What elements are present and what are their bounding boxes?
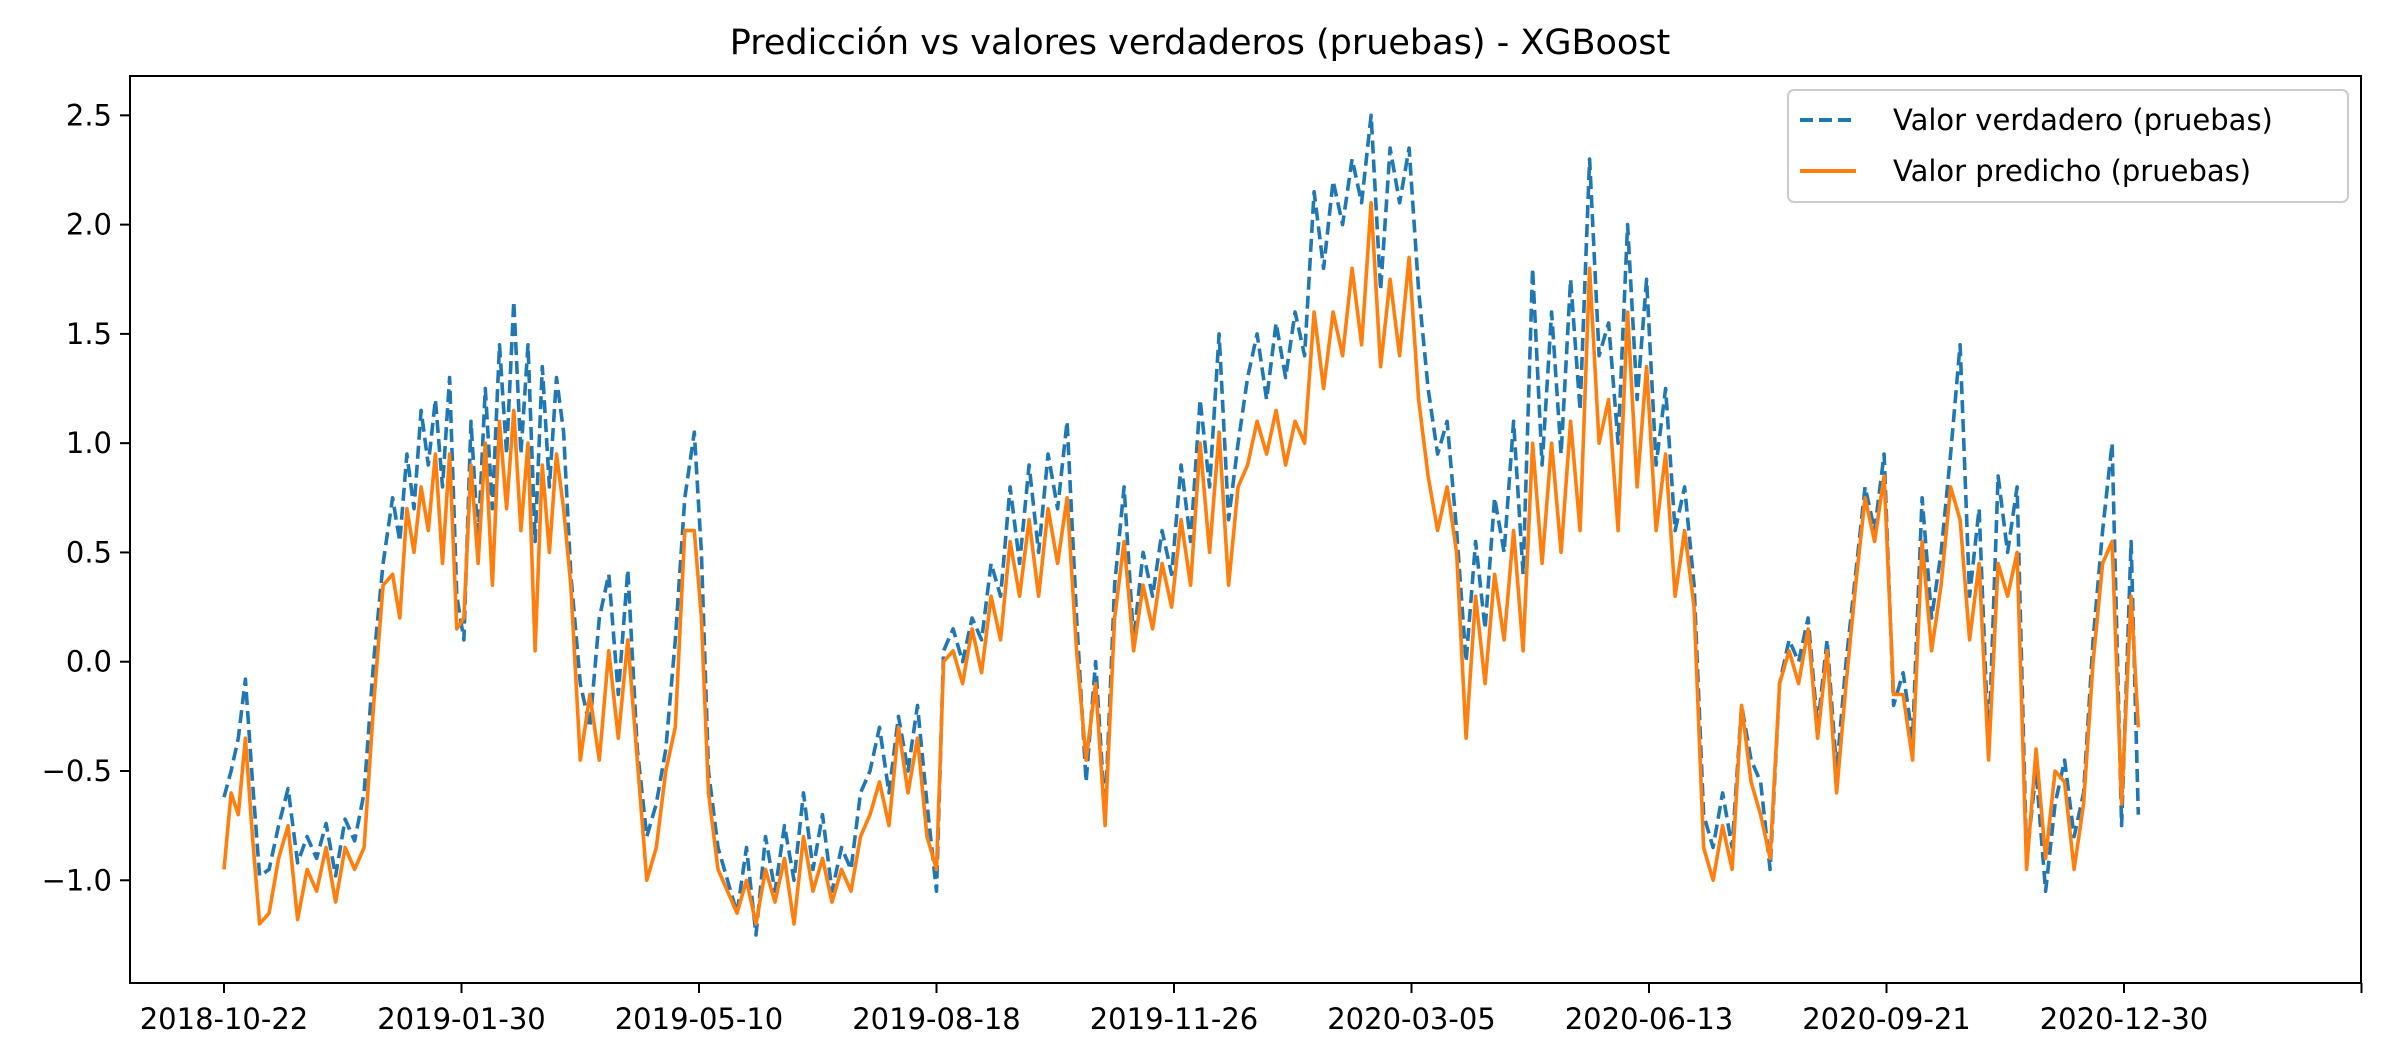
y-tick-label: 0.0 <box>66 645 112 679</box>
x-tick-label: 2020-12-30 <box>2040 1002 2209 1036</box>
x-tick-label: 2020-09-21 <box>1802 1002 1971 1036</box>
y-tick-label: −0.5 <box>42 754 112 788</box>
y-tick-label: 1.5 <box>66 317 112 351</box>
x-tick-label: 2019-05-10 <box>615 1002 784 1036</box>
chart-title: Predicción vs valores verdaderos (prueba… <box>730 23 1671 63</box>
series-layer <box>222 113 2141 937</box>
legend: Valor verdadero (pruebas) Valor predicho… <box>1787 89 2349 203</box>
x-tick-label: 2020-03-05 <box>1327 1002 1496 1036</box>
plot-frame <box>129 75 2362 984</box>
legend-box <box>1787 89 2349 203</box>
y-tick-label: 2.0 <box>66 208 112 242</box>
y-tick-label: −1.0 <box>42 863 112 897</box>
y-tick-label: 0.5 <box>66 535 112 569</box>
x-tick-label: 2019-01-30 <box>377 1002 546 1036</box>
series-line-valor-predicho <box>222 201 2141 926</box>
legend-label-valor-predicho: Valor predicho (pruebas) <box>1893 154 2251 188</box>
axes-layer: 2018-10-22 2019-01-30 2019-05-10 2019-08-18… <box>42 98 2363 1036</box>
y-tick-label: 1.0 <box>66 426 112 460</box>
x-tick-label: 2019-08-18 <box>852 1002 1021 1036</box>
series-line-valor-verdadero <box>222 113 2141 937</box>
x-tick-label: 2019-11-26 <box>1090 1002 1259 1036</box>
x-tick-label: 2020-06-13 <box>1565 1002 1734 1036</box>
y-tick-label: 2.5 <box>66 98 112 132</box>
legend-label-valor-verdadero: Valor verdadero (pruebas) <box>1893 103 2273 137</box>
x-tick-label: 2018-10-22 <box>140 1002 309 1036</box>
